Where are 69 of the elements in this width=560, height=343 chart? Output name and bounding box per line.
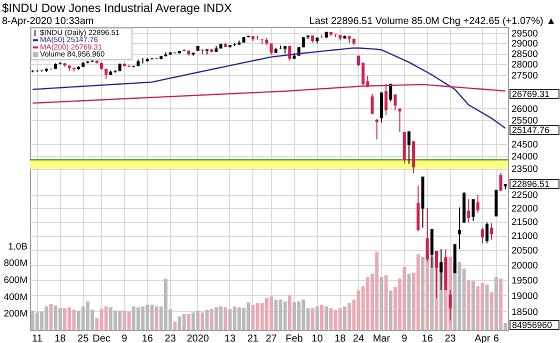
x-tick-label: 16 — [142, 334, 154, 343]
y2-tick-label: 400M — [4, 292, 28, 303]
candlestick — [256, 35, 260, 40]
y2-tick-label: 1.0B — [8, 241, 28, 252]
x-tick-label: 21 — [247, 334, 259, 343]
y-tick-label: 28500 — [512, 49, 538, 60]
y-tick-label: 20500 — [512, 246, 538, 257]
x-tick-label: 9 — [402, 334, 408, 343]
x-tick-label: Dec — [92, 334, 110, 343]
candlestick — [486, 222, 489, 244]
y-tick-label: 29000 — [512, 38, 538, 50]
x-tick-label: 23 — [164, 334, 176, 343]
y-tick-label: 22500 — [512, 190, 538, 202]
text: 22896.51 — [512, 179, 550, 189]
candlestick — [260, 38, 264, 45]
x-tick-label: 11 — [32, 334, 43, 343]
x-tick-label: 6 — [493, 334, 500, 343]
y-tick-label: 19000 — [512, 290, 538, 302]
x-tick-label: 18 — [334, 334, 346, 343]
y-tick-label: 20000 — [512, 260, 538, 272]
candlestick — [398, 108, 402, 132]
y-tick-label: 22000 — [512, 203, 538, 214]
x-tick-label: 9 — [122, 334, 128, 343]
x-tick-label: 10 — [312, 334, 324, 343]
y-tick-label: 24500 — [512, 139, 538, 150]
text: 25147.76 — [512, 125, 550, 135]
candlestick — [490, 222, 494, 240]
x-tick-label: Mar — [372, 334, 391, 343]
x-tick-label: 24 — [352, 334, 364, 343]
chart-subtitle: 8-Apr-2020 10:33am — [2, 16, 94, 27]
y2-tick-label: 600M — [4, 275, 28, 286]
y-tick-label: 19500 — [512, 275, 538, 286]
y2-tick-label: 200M — [4, 308, 28, 320]
x-tick-label: Feb — [286, 334, 304, 343]
x-tick-label: 16 — [422, 334, 434, 343]
y-tick-label: 18500 — [512, 306, 538, 318]
candlestick — [302, 36, 305, 48]
chart-title: $INDU Dow Jones Industrial Average INDX — [2, 1, 232, 15]
candlestick — [472, 198, 475, 222]
candlestick — [499, 172, 502, 192]
candlestick — [476, 194, 480, 214]
x-tick-label: 25 — [78, 334, 90, 343]
y-tick-label: 23500 — [512, 164, 538, 176]
x-tick-label: 27 — [266, 334, 278, 343]
text: Last 22896.51 Volume 85.0M Chg +242.65 (+1.07%) ▲ — [309, 16, 556, 27]
x-tick-label: 18 — [54, 334, 66, 343]
candlestick — [375, 118, 378, 140]
candlestick — [104, 68, 108, 80]
y-tick-label: 29500 — [512, 28, 538, 40]
candlestick — [334, 34, 338, 38]
candlestick — [407, 130, 410, 164]
text: 26769.31 — [512, 89, 550, 99]
y-tick-label: 27500 — [512, 70, 538, 82]
candlestick — [370, 93, 374, 114]
y2-tick-label: 800M — [4, 258, 28, 270]
y-tick-label: 24000 — [512, 152, 538, 163]
candlestick — [458, 206, 461, 250]
x-tick-label: 2020 — [186, 334, 210, 343]
candlestick — [480, 227, 484, 244]
x-tick-label: 13 — [224, 334, 236, 343]
y-tick-label: 21500 — [512, 217, 538, 228]
candlestick — [467, 198, 470, 224]
y-tick-label: 21000 — [512, 231, 538, 242]
x-tick-label: 23 — [444, 334, 456, 343]
y-tick-label: 26000 — [512, 104, 538, 115]
text: 84956960 — [512, 320, 552, 330]
y-tick-label: 25500 — [512, 115, 538, 126]
y-tick-label: 28000 — [512, 60, 538, 71]
candlestick — [394, 94, 397, 111]
